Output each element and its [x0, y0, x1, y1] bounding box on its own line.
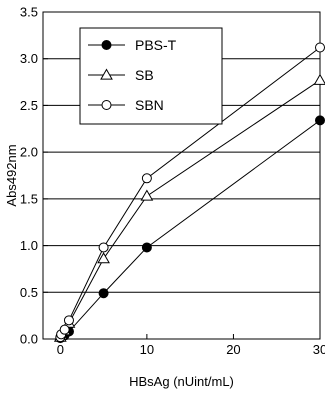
data-point-pbs-t — [142, 243, 151, 252]
y-tick-label: 2.5 — [20, 98, 38, 113]
data-point-sb — [315, 75, 325, 85]
y-tick-label: 3.0 — [20, 51, 38, 66]
legend: PBS-T SB SBN — [80, 28, 222, 124]
legend-label-pbs-t: PBS-T — [135, 37, 177, 53]
data-point-sbn — [64, 316, 73, 325]
x-tick-label: 30 — [313, 342, 325, 357]
data-point-pbs-t — [99, 289, 108, 298]
data-point-sbn — [99, 243, 108, 252]
y-axis-label: Abs492nm — [4, 144, 19, 206]
x-tick-label: 20 — [226, 342, 240, 357]
data-point-sbn — [316, 43, 325, 52]
y-tick-label: 0.0 — [20, 332, 38, 347]
y-tick-label: 2.0 — [20, 145, 38, 160]
legend-marker-pbs-t — [102, 41, 111, 50]
legend-label-sbn: SBN — [135, 97, 164, 113]
y-tick-label: 0.5 — [20, 285, 38, 300]
y-tick-label: 1.5 — [20, 191, 38, 206]
data-point-sbn — [60, 325, 69, 334]
data-point-sb — [141, 191, 152, 201]
series-line-pbs-t — [60, 120, 320, 338]
y-tick-label: 3.5 — [20, 5, 38, 20]
legend-marker-sbn — [102, 101, 111, 110]
data-point-sbn — [142, 174, 151, 183]
y-tick-label: 1.0 — [20, 238, 38, 253]
legend-label-sb: SB — [135, 67, 154, 83]
x-tick-label: 10 — [140, 342, 154, 357]
data-point-pbs-t — [316, 116, 325, 125]
x-tick-label: 0 — [57, 342, 64, 357]
x-axis-label: HBsAg (nUint/mL) — [129, 374, 234, 389]
